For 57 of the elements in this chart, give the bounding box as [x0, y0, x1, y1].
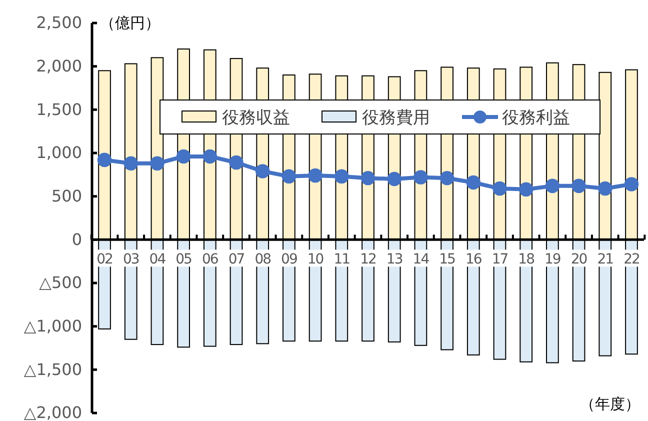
x-tick-label: 21 [597, 252, 614, 268]
point [492, 181, 507, 196]
x-axis-title: （年度） [580, 395, 640, 413]
y-tick-label: △2,000 [24, 403, 82, 421]
legend-label: 役務収益 [222, 108, 290, 128]
point [334, 169, 349, 184]
point [308, 168, 322, 183]
point [150, 156, 164, 171]
x-tick-label: 17 [492, 252, 508, 268]
point [518, 182, 534, 197]
x-tick-label: 13 [386, 252, 402, 268]
y-tick-label: 0 [72, 230, 82, 249]
x-tick-label: 12 [360, 252, 376, 268]
x-tick-label: 02 [96, 252, 113, 268]
y-tick-label: 1,500 [36, 100, 82, 119]
x-tick-label: 14 [412, 252, 430, 268]
x-tick-label: 19 [544, 252, 560, 268]
x-tick-label: 15 [439, 252, 456, 268]
x-tick-label: 11 [334, 252, 350, 268]
x-tick-label: 09 [281, 252, 297, 268]
x-tick-label: 22 [624, 252, 640, 268]
point [282, 169, 296, 184]
point [545, 178, 560, 194]
point [572, 178, 586, 194]
point [124, 156, 138, 171]
y-tick-label: 2,500 [36, 13, 82, 32]
point [466, 175, 481, 190]
y-axis-title: （億円） [100, 14, 160, 32]
point [255, 164, 270, 178]
point [176, 149, 191, 164]
x-tick-label: 16 [465, 252, 482, 268]
x-tick-label: 20 [570, 252, 587, 268]
point [202, 149, 218, 164]
point [598, 181, 612, 196]
x-tick-label: 08 [254, 252, 271, 268]
x-tick-label: 18 [518, 252, 534, 268]
legend-label: 役務費用 [362, 108, 430, 128]
point [440, 171, 454, 186]
point [360, 171, 376, 186]
point [229, 155, 244, 170]
point [97, 152, 112, 168]
y-tick-label: 2,000 [36, 56, 82, 76]
point [624, 177, 639, 192]
y-tick-label: △1,000 [24, 316, 82, 336]
x-tick-label: 05 [176, 252, 192, 268]
point [414, 170, 428, 184]
legend-label: 役務利益 [502, 108, 570, 128]
x-tick-label: 03 [122, 252, 139, 268]
y-tick-label: 500 [51, 186, 82, 206]
x-tick-label: 04 [149, 252, 166, 268]
point [387, 172, 402, 186]
x-tick-label: 10 [307, 252, 324, 268]
x-tick-label: 06 [202, 252, 219, 268]
y-tick-label: △500 [39, 273, 82, 292]
y-tick-label: △1,500 [24, 360, 82, 379]
y-tick-label: 1,000 [36, 143, 82, 162]
x-tick-label: 07 [228, 252, 244, 268]
